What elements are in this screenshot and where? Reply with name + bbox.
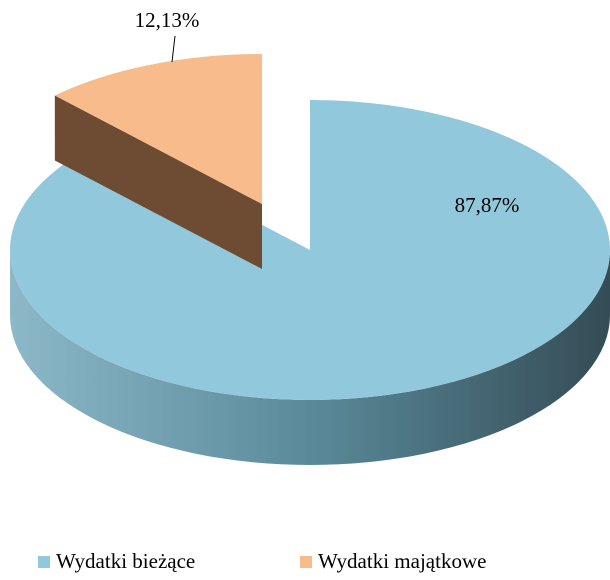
leader-line (171, 35, 176, 63)
pie-side (10, 250, 610, 465)
legend-label: Wydatki majątkowe (318, 549, 486, 573)
legend-label: Wydatki bieżące (56, 549, 195, 573)
data-label: 87,87% (455, 193, 520, 217)
legend-swatch (300, 556, 312, 568)
legend-swatch (38, 556, 50, 568)
pie-side (54, 95, 262, 269)
pie-slice (54, 54, 262, 204)
data-label: 12,13% (135, 8, 200, 32)
